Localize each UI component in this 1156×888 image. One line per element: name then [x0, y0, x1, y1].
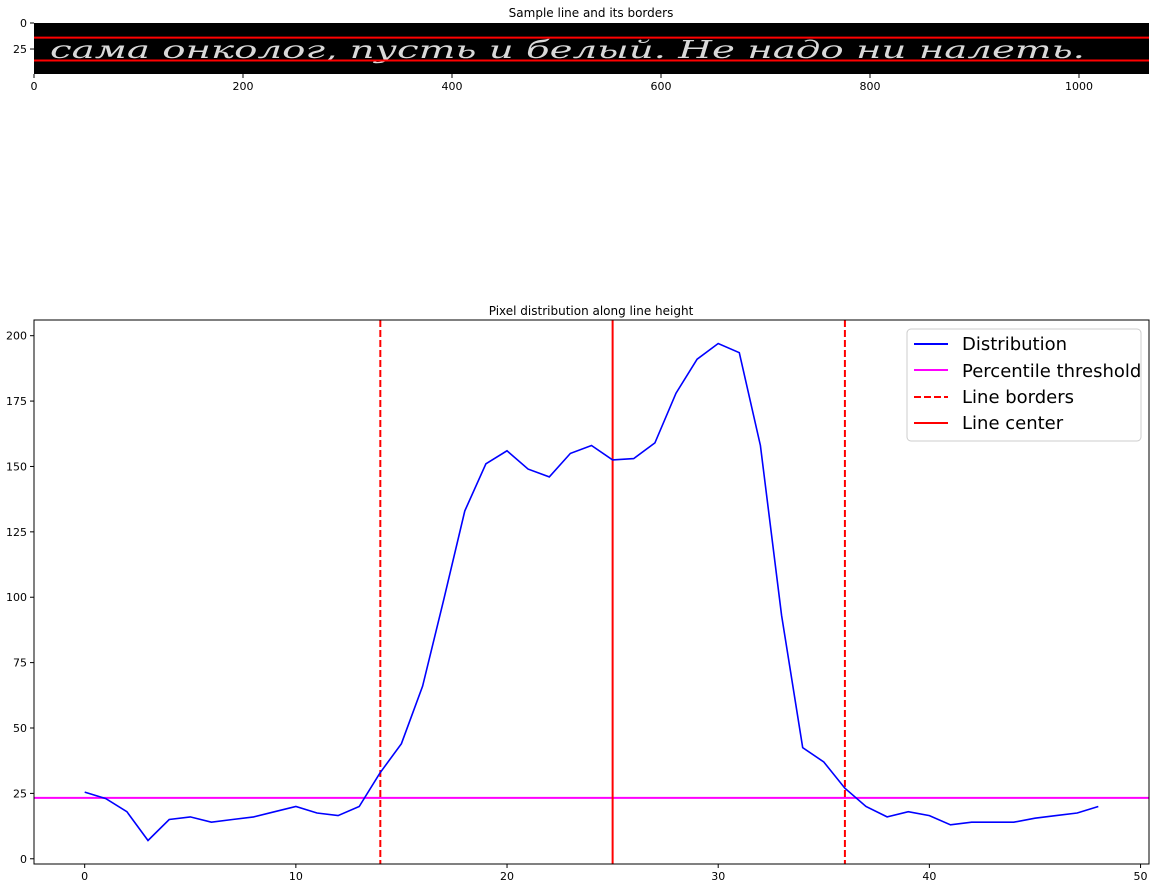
- distribution-panel: Pixel distribution along line height 0 10…: [6, 304, 1150, 883]
- legend-borders-label: Line borders: [962, 387, 1074, 408]
- y-tick-label: 0: [20, 853, 27, 866]
- legend: Distribution Percentile threshold Line b…: [906, 328, 1142, 442]
- y-tick-label: 200: [6, 330, 27, 343]
- y-tick-label: 125: [6, 526, 27, 539]
- x-tick-label: 1000: [1065, 80, 1093, 93]
- sample-line-panel: Sample line and its borders сама онколог…: [13, 6, 1149, 93]
- y-tick-label: 25: [13, 787, 27, 800]
- legend-box: [906, 328, 1142, 442]
- x-tick-label: 200: [232, 80, 253, 93]
- plot-area: [34, 320, 1149, 864]
- sample-line-image: [34, 23, 1149, 74]
- x-tick-label: 400: [441, 80, 462, 93]
- y-tick-label: 75: [13, 657, 27, 670]
- x-tick-label: 600: [650, 80, 671, 93]
- sample-line-title: Sample line and its borders: [509, 6, 674, 20]
- y-tick-label: 100: [6, 591, 27, 604]
- distribution-ticks: 0 10 20 30 40 50 0 25 50 75 100 125 150 175 200: [6, 330, 1148, 883]
- x-tick-label: 40: [922, 870, 936, 883]
- distribution-title: Pixel distribution along line height: [489, 304, 694, 318]
- y-tick-label: 0: [20, 17, 27, 30]
- handwritten-text: сама онколог, пусть и белый. Не надо ни …: [50, 36, 1085, 64]
- x-tick-label: 50: [1134, 870, 1148, 883]
- legend-center-label: Line center: [962, 413, 1064, 434]
- distribution-series-line: [84, 342, 1099, 842]
- y-tick-label: 150: [6, 460, 27, 473]
- y-tick-label: 175: [6, 395, 27, 408]
- x-tick-label: 800: [859, 80, 880, 93]
- x-tick-label: 0: [81, 870, 88, 883]
- y-tick-label: 25: [13, 43, 27, 56]
- handwriting: сама онколог, пусть и белый. Не надо ни …: [50, 36, 1085, 64]
- x-tick-label: 10: [289, 870, 303, 883]
- sample-line-ticks: 0 200 400 600 800 1000 0 25: [13, 17, 1093, 93]
- plot-frame: [33, 319, 1150, 865]
- y-tick-label: 50: [13, 722, 27, 735]
- legend-distribution-label: Distribution: [962, 334, 1067, 355]
- x-tick-label: 20: [500, 870, 514, 883]
- x-tick-label: 0: [31, 80, 38, 93]
- legend-threshold-label: Percentile threshold: [962, 361, 1141, 382]
- x-tick-label: 30: [711, 870, 725, 883]
